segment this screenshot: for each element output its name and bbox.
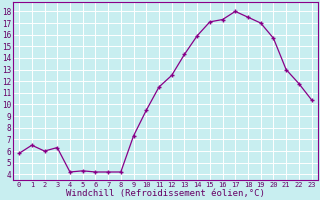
X-axis label: Windchill (Refroidissement éolien,°C): Windchill (Refroidissement éolien,°C) [66,189,265,198]
